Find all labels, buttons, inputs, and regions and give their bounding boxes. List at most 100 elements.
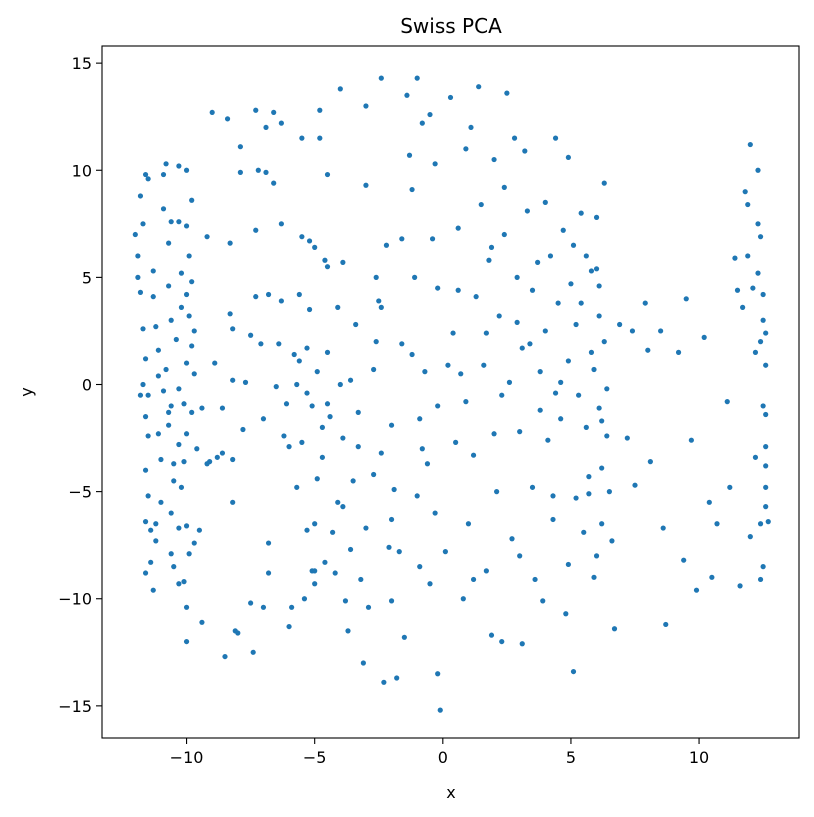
scatter-point — [506, 379, 513, 385]
scatter-point — [168, 317, 174, 323]
scatter-point — [404, 92, 410, 98]
scatter-point — [181, 401, 187, 407]
scatter-point — [558, 416, 564, 422]
scatter-point — [501, 231, 507, 238]
scatter-point — [435, 403, 441, 409]
scatter-point — [473, 294, 479, 300]
scatter-point — [312, 521, 318, 527]
scatter-point — [445, 362, 451, 368]
scatter-point — [289, 604, 295, 610]
scatter-point — [265, 570, 272, 576]
scatter-point — [337, 86, 343, 92]
scatter-point — [142, 467, 149, 473]
scatter-point — [304, 345, 310, 351]
scatter-point — [176, 581, 182, 587]
scatter-point — [757, 339, 764, 345]
scatter-point — [529, 287, 536, 293]
y-tick-label: −5 — [68, 483, 92, 502]
scatter-point — [747, 141, 753, 148]
scatter-point — [578, 300, 584, 306]
scatter-point — [342, 598, 349, 604]
scatter-point — [763, 444, 769, 450]
scatter-point — [199, 619, 205, 625]
scatter-point — [396, 549, 402, 555]
scatter-point — [645, 347, 651, 353]
scatter-point — [166, 422, 172, 428]
scatter-point — [501, 184, 507, 190]
scatter-point — [145, 493, 151, 499]
scatter-point — [373, 274, 379, 280]
scatter-point — [324, 401, 331, 407]
scatter-point — [140, 381, 146, 388]
scatter-point — [176, 525, 182, 531]
scatter-point — [514, 274, 520, 280]
scatter-point — [706, 499, 712, 505]
scatter-point — [340, 504, 346, 510]
scatter-point — [214, 454, 220, 460]
scatter-point — [763, 362, 769, 368]
scatter-point — [755, 221, 761, 227]
scatter-point — [189, 279, 195, 285]
scatter-point — [171, 478, 177, 484]
scatter-point — [419, 446, 425, 452]
scatter-point — [286, 444, 292, 450]
scatter-point — [160, 206, 167, 212]
scatter-point — [263, 124, 269, 131]
scatter-point — [258, 341, 264, 347]
scatter-point — [166, 240, 172, 246]
scatter-point — [281, 433, 287, 439]
scatter-point — [542, 328, 548, 334]
scatter-point — [371, 366, 377, 373]
scatter-point — [552, 135, 559, 141]
scatter-point — [230, 326, 236, 332]
scatter-point — [273, 384, 279, 390]
scatter-point — [171, 461, 177, 467]
scatter-point — [470, 452, 477, 458]
scatter-point — [658, 328, 664, 334]
scatter-point — [435, 671, 441, 677]
scatter-point — [153, 324, 159, 330]
scatter-point — [511, 135, 518, 141]
scatter-point — [573, 321, 579, 328]
scatter-point — [465, 521, 472, 527]
scatter-point — [563, 611, 569, 617]
scatter-point — [135, 253, 141, 259]
scatter-point — [535, 259, 541, 265]
scatter-point — [647, 459, 653, 465]
scatter-point — [763, 504, 769, 510]
scatter-point — [222, 653, 228, 660]
scatter-point — [327, 414, 333, 420]
scatter-point — [186, 313, 192, 319]
scatter-point — [683, 296, 689, 302]
scatter-point — [227, 311, 233, 317]
scatter-point — [306, 238, 313, 244]
scatter-point — [529, 484, 536, 490]
scatter-point — [304, 390, 310, 396]
x-axis-ticks: −10 −5 0 5 10 — [170, 738, 709, 767]
scatter-point — [155, 373, 161, 379]
scatter-point — [142, 519, 149, 525]
scatter-point — [186, 551, 192, 557]
scatter-point — [314, 369, 320, 375]
scatter-point — [488, 244, 495, 250]
scatter-point — [463, 399, 469, 405]
scatter-point — [417, 564, 423, 570]
scatter-point — [624, 435, 630, 441]
scatter-point — [588, 349, 595, 355]
scatter-point — [419, 120, 425, 126]
scatter-point — [166, 283, 172, 289]
scatter-point — [160, 171, 167, 178]
scatter-point — [555, 300, 561, 306]
scatter-point — [253, 107, 259, 113]
scatter-point — [755, 167, 761, 173]
scatter-point — [599, 465, 605, 471]
scatter-point — [757, 576, 764, 583]
scatter-point — [181, 459, 187, 465]
scatter-point — [394, 675, 400, 681]
scatter-point — [253, 227, 259, 233]
scatter-point — [437, 707, 443, 713]
y-tick-label: 15 — [72, 54, 92, 73]
scatter-point — [183, 360, 190, 366]
scatter-point — [183, 523, 190, 529]
scatter-point — [468, 124, 474, 131]
